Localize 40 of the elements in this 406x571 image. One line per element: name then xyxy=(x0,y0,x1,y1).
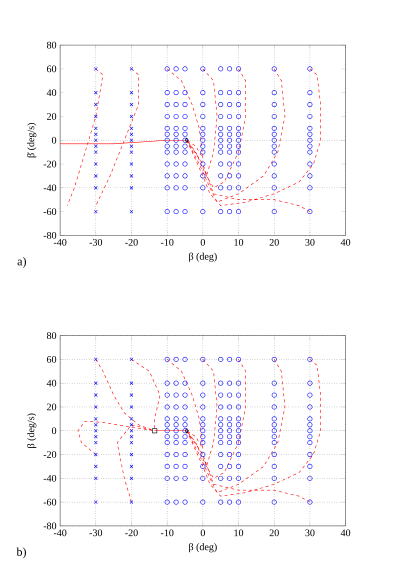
x-tick-label: 40 xyxy=(340,238,350,246)
y-tick-label: 20 xyxy=(47,113,56,120)
text: b) xyxy=(16,547,26,558)
x-tick-label: -20 xyxy=(125,238,138,246)
text: a) xyxy=(18,256,26,268)
y-tick-label: 40 xyxy=(46,380,56,387)
x-tick-label: 10 xyxy=(234,238,244,246)
x-tick-label: 40 xyxy=(340,529,350,536)
x-tick-label: -30 xyxy=(90,529,102,536)
x-tick-label: 30 xyxy=(306,238,315,246)
y-tick-label: 80 xyxy=(47,42,56,48)
y-tick-label: -60 xyxy=(44,498,56,506)
y-tick-label: 60 xyxy=(47,66,56,72)
x-tick-label: 10 xyxy=(234,529,244,536)
y-tick-label: -20 xyxy=(44,160,56,168)
y-axis-title: β (deg/s) xyxy=(27,414,36,448)
y-tick-label: 60 xyxy=(47,356,56,363)
x-tick-label: 20 xyxy=(270,529,279,536)
y-tick-label: -80 xyxy=(44,232,56,239)
y-tick-label: 0 xyxy=(52,427,56,434)
x-tick-label: 30 xyxy=(306,529,315,536)
x-tick-label: 20 xyxy=(270,238,279,246)
y-tick-label: 40 xyxy=(46,89,56,96)
y-tick-label: -60 xyxy=(44,208,56,215)
y-axis-title: β̇ (deg/s) xyxy=(27,122,36,158)
x-axis-title: β (deg) xyxy=(189,543,217,552)
x-tick-label: 0 xyxy=(200,529,206,536)
y-tick-label: -20 xyxy=(44,451,56,458)
x-axis-title: β (deg) xyxy=(189,252,217,262)
x-tick-label: -10 xyxy=(161,238,174,246)
y-tick-label: -40 xyxy=(44,474,56,482)
y-tick-label: 0 xyxy=(52,136,56,144)
y-tick-label: -80 xyxy=(44,522,56,530)
x-tick-label: -10 xyxy=(161,529,174,536)
x-tick-label: 0 xyxy=(200,238,206,246)
y-tick-label: -40 xyxy=(44,184,56,192)
x-tick-label: -30 xyxy=(90,238,102,246)
x-tick-label: -20 xyxy=(125,529,138,536)
y-tick-label: 80 xyxy=(47,332,56,339)
y-tick-label: 20 xyxy=(47,404,56,410)
